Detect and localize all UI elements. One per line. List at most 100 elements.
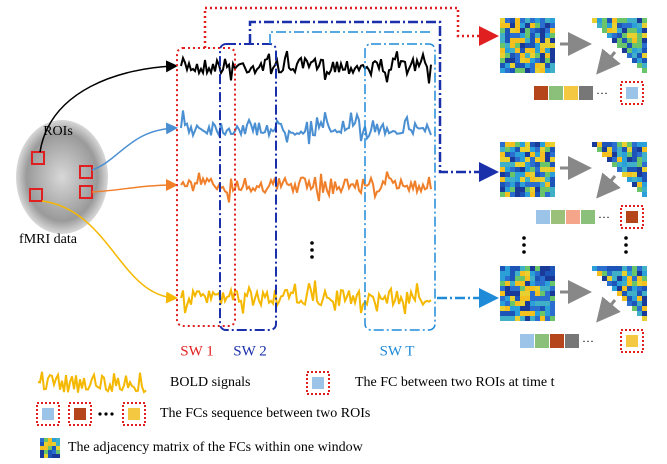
matrix-cell xyxy=(622,18,627,23)
matrix-cell xyxy=(622,276,627,281)
matrix-cell xyxy=(505,18,510,23)
matrix-cell xyxy=(535,177,540,182)
matrix-cell xyxy=(530,18,535,23)
matrix-cell xyxy=(525,18,530,23)
matrix-cell xyxy=(597,18,602,23)
matrix-cell xyxy=(535,266,540,271)
matrix-cell xyxy=(642,38,647,43)
matrix-cell xyxy=(505,58,510,63)
sequence-cell xyxy=(581,210,595,224)
matrix-cell xyxy=(530,23,535,28)
matrix-cell xyxy=(592,142,597,147)
matrix-cell xyxy=(540,281,545,286)
matrix-cell xyxy=(602,147,607,152)
matrix-cell xyxy=(632,23,637,28)
matrix-cell xyxy=(520,291,525,296)
matrix-cell xyxy=(500,147,505,152)
matrix-cell xyxy=(525,187,530,192)
matrix-cell xyxy=(545,147,550,152)
matrix-cell xyxy=(637,187,642,192)
matrix-cell xyxy=(510,172,515,177)
matrix-cell xyxy=(597,271,602,276)
matrix-cell xyxy=(500,38,505,43)
matrix-cell xyxy=(540,177,545,182)
matrix-cell xyxy=(505,157,510,162)
matrix-cell xyxy=(617,167,622,172)
matrix-cell xyxy=(500,281,505,286)
matrix-cell xyxy=(550,187,555,192)
matrix-cell xyxy=(612,18,617,23)
matrix-cell xyxy=(515,28,520,33)
matrix-cell xyxy=(550,147,555,152)
matrix-cell xyxy=(535,58,540,63)
matrix-cell xyxy=(540,147,545,152)
matrix-cell xyxy=(550,172,555,177)
matrix-cell xyxy=(622,172,627,177)
matrix-cell xyxy=(530,271,535,276)
matrix-cell xyxy=(500,187,505,192)
matrix-cell xyxy=(637,33,642,38)
matrix-cell xyxy=(607,152,612,157)
matrix-cell xyxy=(535,28,540,33)
matrix-cell xyxy=(632,18,637,23)
matrix-cell xyxy=(612,33,617,38)
matrix-cell xyxy=(627,286,632,291)
matrix-cell xyxy=(505,286,510,291)
matrix-cell xyxy=(540,152,545,157)
matrix-cell xyxy=(617,281,622,286)
matrix-cell xyxy=(530,306,535,311)
matrix-cell xyxy=(510,167,515,172)
matrix-cell xyxy=(40,438,44,442)
matrix-cell xyxy=(637,182,642,187)
matrix-cell xyxy=(515,147,520,152)
matrix-cell xyxy=(505,33,510,38)
matrix-cell xyxy=(637,306,642,311)
matrix-cell xyxy=(500,306,505,311)
matrix-cell xyxy=(505,182,510,187)
matrix-cell xyxy=(535,147,540,152)
matrix-cell xyxy=(602,23,607,28)
matrix-cell xyxy=(525,311,530,316)
matrix-cell xyxy=(505,271,510,276)
matrix-cell xyxy=(530,276,535,281)
matrix-cell xyxy=(525,48,530,53)
matrix-cell xyxy=(500,33,505,38)
matrix-cell xyxy=(617,147,622,152)
matrix-cell xyxy=(535,172,540,177)
matrix-cell xyxy=(545,311,550,316)
matrix-cell xyxy=(505,187,510,192)
matrix-cell xyxy=(44,446,48,450)
matrix-cell xyxy=(535,53,540,58)
dot xyxy=(110,412,114,416)
matrix-cell xyxy=(627,157,632,162)
matrix-cell xyxy=(632,147,637,152)
matrix-cell xyxy=(622,296,627,301)
window-2 xyxy=(219,43,277,331)
matrix-cell xyxy=(525,142,530,147)
matrix-cell xyxy=(515,142,520,147)
matrix-cell xyxy=(637,296,642,301)
matrix-cell xyxy=(520,142,525,147)
matrix-cell xyxy=(500,296,505,301)
matrix-cell xyxy=(520,271,525,276)
matrix-cell xyxy=(530,43,535,48)
matrix-cell xyxy=(642,142,647,147)
legend-signal xyxy=(37,371,147,394)
matrix-cell xyxy=(540,286,545,291)
matrix-cell xyxy=(500,43,505,48)
matrix-cell xyxy=(622,43,627,48)
matrix-cell xyxy=(637,266,642,271)
matrix-cell xyxy=(627,266,632,271)
matrix-cell xyxy=(530,286,535,291)
matrix-cell xyxy=(520,286,525,291)
matrix-cell xyxy=(545,316,550,321)
matrix-cell xyxy=(642,18,647,23)
matrix-cell xyxy=(510,53,515,58)
matrix-cell xyxy=(520,266,525,271)
matrix-cell xyxy=(632,53,637,58)
matrix-cell xyxy=(545,68,550,73)
matrix-cell xyxy=(637,162,642,167)
matrix-cell xyxy=(535,311,540,316)
matrix-cell xyxy=(515,177,520,182)
matrix-cell xyxy=(545,301,550,306)
